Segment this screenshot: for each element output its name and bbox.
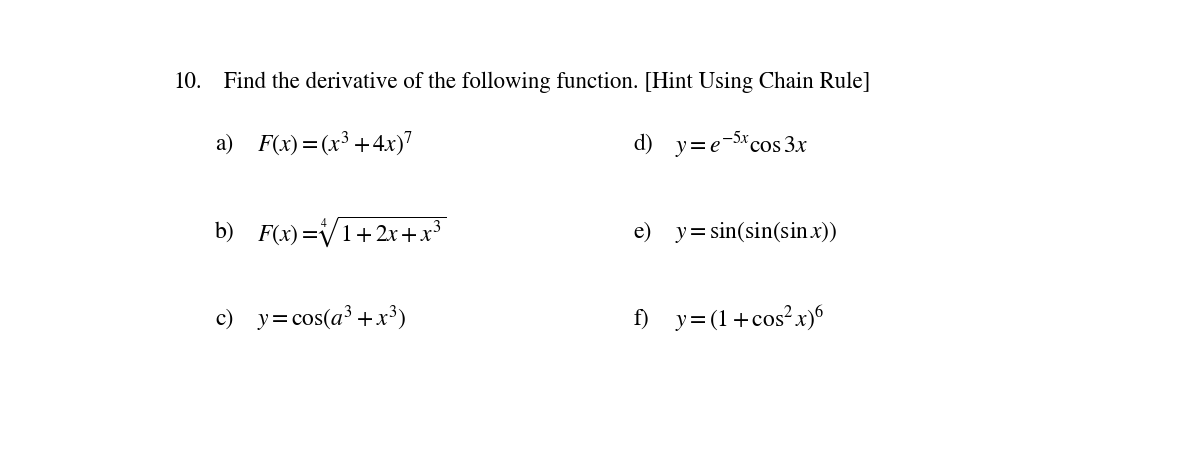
Text: e): e): [634, 221, 652, 242]
Text: $y = (1 + \cos^2 x)^6$: $y = (1 + \cos^2 x)^6$: [676, 304, 824, 334]
Text: 10.: 10.: [173, 71, 202, 93]
Text: d): d): [634, 133, 653, 155]
Text: b): b): [215, 221, 235, 242]
Text: $y = \cos(a^3 + x^3)$: $y = \cos(a^3 + x^3)$: [257, 304, 407, 334]
Text: c): c): [215, 308, 234, 330]
Text: f): f): [634, 308, 649, 330]
Text: $y = \sin(\sin(\sin x))$: $y = \sin(\sin(\sin x))$: [676, 219, 838, 245]
Text: $y = e^{-5x}\cos 3x$: $y = e^{-5x}\cos 3x$: [676, 129, 809, 159]
Text: $F(x) = (x^3 + 4x)^7$: $F(x) = (x^3 + 4x)^7$: [257, 130, 413, 159]
Text: a): a): [215, 133, 233, 155]
Text: $F(x) = \sqrt[4]{1 + 2x + x^3}$: $F(x) = \sqrt[4]{1 + 2x + x^3}$: [257, 214, 446, 249]
Text: Find the derivative of the following function. [Hint Using Chain Rule]: Find the derivative of the following fun…: [224, 71, 871, 93]
